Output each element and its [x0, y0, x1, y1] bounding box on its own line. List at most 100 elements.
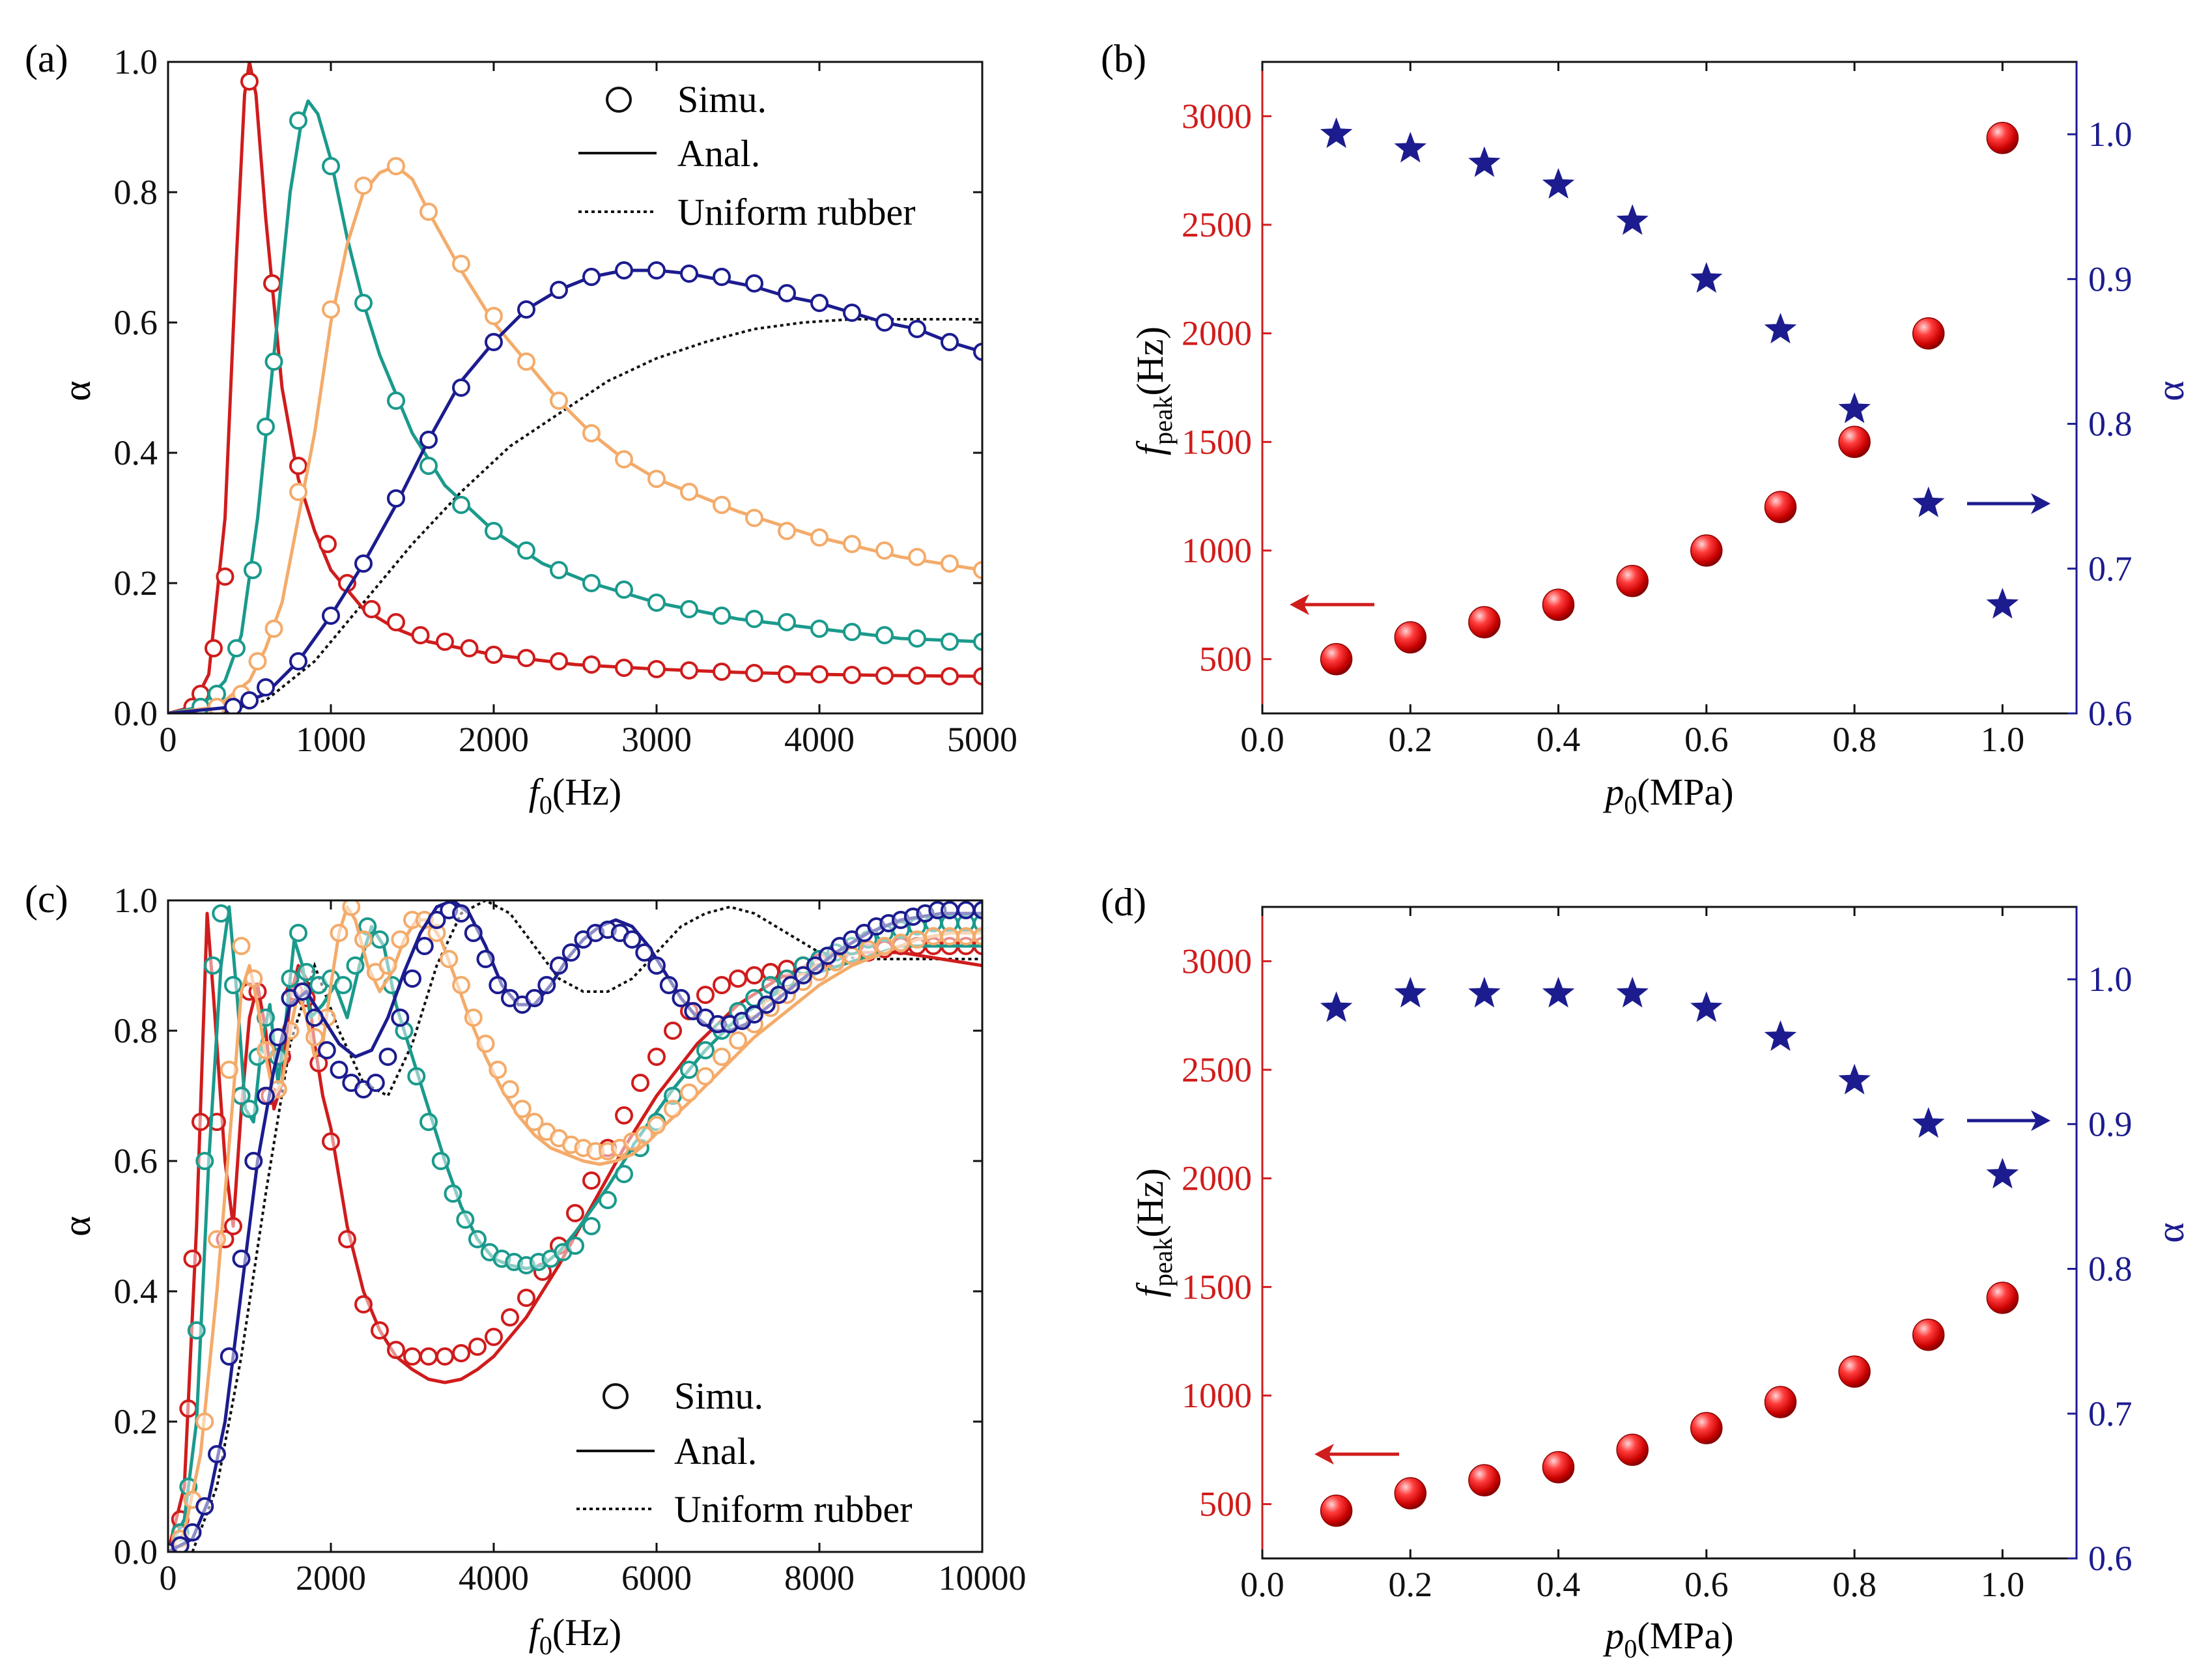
simu-point-orange	[778, 522, 796, 540]
panel-a-ylabel: α	[55, 380, 98, 401]
simu-point-red	[696, 986, 715, 1004]
simu-point-navy	[517, 300, 535, 319]
f-peak-point	[1542, 1451, 1575, 1484]
simu-point-teal	[713, 607, 731, 625]
simu-point-teal	[281, 969, 300, 988]
simu-point-orange	[342, 900, 361, 916]
anal-line-red	[168, 911, 982, 1552]
simu-point-red	[517, 649, 535, 667]
simu-point-orange	[452, 255, 470, 273]
simu-point-orange	[513, 1100, 532, 1118]
simu-point-navy	[550, 281, 568, 299]
x-tick-label: 0.2	[1389, 720, 1433, 759]
f-peak-point	[1320, 642, 1353, 676]
simu-point-navy	[268, 1028, 287, 1046]
simu-point-navy	[183, 1523, 202, 1541]
panel-a: 0 1000 2000 3000 4000 50000.00.20.40.60.81.0 …	[25, 37, 1017, 820]
simu-point-navy	[582, 268, 601, 286]
simu-point-orange	[387, 157, 405, 175]
y-tick-label: 0.0	[114, 1532, 158, 1571]
simu-point-red	[387, 613, 405, 631]
f-peak-point	[1764, 1386, 1797, 1418]
f-peak-point	[1320, 1494, 1353, 1527]
y-right-tick-label: 0.8	[2088, 405, 2133, 444]
simu-point-teal	[354, 294, 373, 312]
simu-point-orange	[264, 620, 283, 638]
simu-point-red	[403, 1347, 421, 1366]
simu-point-teal	[371, 930, 389, 949]
alpha-star-point	[1912, 486, 1945, 517]
x-tick-label: 0.4	[1537, 720, 1581, 759]
simu-point-navy	[293, 982, 312, 1001]
simu-point-teal	[680, 600, 698, 618]
simu-point-navy	[391, 1009, 410, 1027]
simu-point-red	[745, 966, 763, 984]
y-right-tick-label: 0.8	[2088, 1250, 2133, 1289]
simu-point-orange	[489, 1061, 507, 1079]
simu-point-red	[319, 535, 337, 553]
simu-point-teal	[224, 976, 242, 994]
simu-point-navy	[476, 950, 495, 968]
simu-point-teal	[297, 963, 316, 981]
f-peak-point	[1394, 1477, 1427, 1510]
x-tick-label: 0.0	[1240, 1565, 1284, 1604]
simu-point-teal	[289, 111, 307, 130]
f-peak-point	[1542, 588, 1575, 622]
simu-point-orange	[419, 203, 438, 221]
simu-point-orange	[745, 509, 763, 527]
simu-point-red	[647, 660, 666, 678]
x-tick-label: 2000	[459, 720, 529, 759]
simu-point-navy	[659, 976, 678, 994]
simu-point-teal	[212, 904, 231, 923]
simu-point-teal	[582, 1217, 601, 1235]
simu-point-orange	[354, 930, 373, 949]
x-tick-label: 0.8	[1832, 1565, 1877, 1604]
simu-point-navy	[745, 274, 763, 293]
alpha-star-point	[1764, 313, 1797, 344]
simu-point-orange	[248, 652, 267, 670]
simu-point-red	[615, 1106, 633, 1125]
y-right-tick-label: 0.7	[2088, 549, 2133, 588]
simu-point-orange	[257, 1041, 275, 1059]
alpha-star-point	[1690, 262, 1723, 293]
alpha-star-point	[1394, 132, 1426, 163]
simu-point-orange	[517, 352, 535, 371]
panel-a-label: (a)	[25, 37, 68, 80]
simu-point-navy	[257, 1087, 275, 1105]
simu-point-red	[680, 661, 698, 680]
simu-point-red	[501, 1308, 519, 1326]
y-tick-label: 0.8	[114, 1011, 158, 1050]
simu-point-orange	[875, 937, 894, 955]
y-tick-label: 1.0	[114, 42, 158, 81]
y-left-tick-label: 1500	[1182, 422, 1252, 461]
y-tick-label: 0.4	[114, 1272, 158, 1311]
x-tick-label: 10000	[939, 1558, 1027, 1598]
panel-b-ylabel-right: α	[2149, 380, 2192, 401]
panel-c-ylabel: α	[55, 1216, 98, 1236]
simu-point-red	[550, 652, 568, 670]
simu-point-teal	[485, 522, 503, 540]
simu-point-navy	[635, 943, 654, 962]
simu-point-red	[713, 663, 731, 681]
panel-a-axes: 0 1000 2000 3000 4000 5000 0.0 0.2 0.4 0.6 0.8 1.0	[114, 42, 1018, 759]
simu-point-orange	[713, 1048, 731, 1066]
simu-point-navy	[485, 333, 503, 351]
simu-point-orange	[664, 1100, 682, 1118]
simu-point-orange	[476, 1035, 495, 1053]
simu-point-red	[778, 665, 796, 683]
simu-point-red	[322, 1132, 340, 1151]
y-left-tick-label: 3000	[1182, 96, 1252, 136]
simu-point-teal	[322, 157, 340, 175]
simu-point-teal	[244, 561, 262, 579]
simu-point-navy	[464, 924, 483, 942]
y-tick-label: 0.6	[114, 1141, 158, 1181]
simu-point-orange	[195, 1412, 214, 1431]
simu-point-orange	[232, 937, 251, 955]
simu-point-navy	[387, 489, 405, 508]
arrow-right-head	[2031, 493, 2050, 514]
y-tick-label: 1.0	[114, 881, 158, 920]
simu-point-teal	[195, 1152, 214, 1170]
simu-point-red	[263, 274, 281, 293]
simu-point-teal	[875, 626, 894, 644]
f-peak-point	[1838, 1355, 1871, 1388]
